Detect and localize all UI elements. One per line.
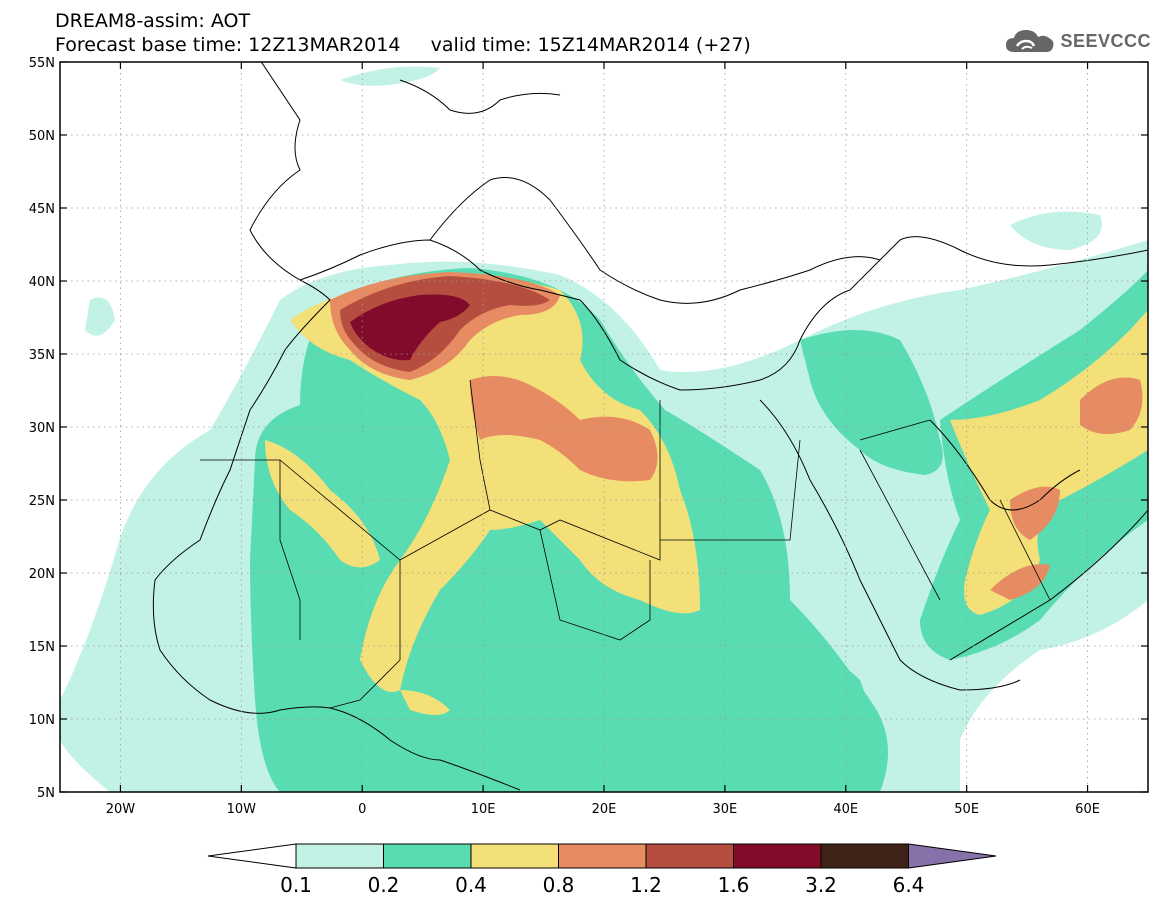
country-borders — [200, 379, 1051, 709]
logo-text: SEEVCCC — [1060, 30, 1151, 51]
aot-colorbar — [207, 843, 997, 869]
lat-tick-label: 20N — [29, 567, 55, 582]
lat-tick-label: 10N — [29, 713, 55, 728]
lon-tick-label: 40E — [833, 802, 858, 817]
lat-tick-label: 50N — [29, 129, 55, 144]
map-title: DREAM8-assim: AOT — [55, 10, 251, 32]
lat-tick-label: 55N — [29, 56, 55, 71]
colorbar-label: 0.2 — [367, 873, 400, 897]
lat-tick-label: 45N — [29, 202, 55, 217]
base-time: Forecast base time: 12Z13MAR2014 — [55, 34, 401, 56]
lon-tick-label: 10W — [227, 802, 257, 817]
aot-band-1.6 — [350, 294, 470, 361]
colorbar-label: 0.8 — [542, 873, 575, 897]
cloud-icon — [1006, 30, 1054, 52]
lon-tick-label: 20W — [106, 802, 136, 817]
map-subtitle: Forecast base time: 12Z13MAR2014 valid t… — [55, 34, 751, 56]
graticule — [60, 62, 1148, 792]
colorbar-under-arrow — [207, 843, 297, 869]
coastlines — [152, 62, 1148, 791]
seevccc-logo: SEEVCCC — [1004, 26, 1151, 56]
axis-ticks — [60, 61, 1148, 793]
lon-tick-label: 20E — [592, 802, 617, 817]
colorbar-label: 6.4 — [892, 873, 925, 897]
lat-tick-label: 15N — [29, 640, 55, 655]
lon-tick-label: 60E — [1075, 802, 1100, 817]
axis-tick-labels: 55N 50N 45N 40N 35N 30N 25N 20N 15N 10N 5N 20W 10W 0 1… — [29, 56, 1100, 817]
aot-fields — [60, 66, 1148, 792]
lon-tick-label: 50E — [954, 802, 979, 817]
colorbar-label: 0.4 — [455, 873, 487, 897]
colorbar-swatch — [733, 843, 822, 869]
lon-tick-label: 10E — [471, 802, 496, 817]
colorbar-over-arrow — [908, 843, 997, 869]
colorbar-swatch — [558, 843, 647, 869]
colorbar-label: 1.6 — [717, 873, 750, 897]
colorbar-label: 3.2 — [805, 873, 837, 897]
colorbar-swatch — [470, 843, 559, 869]
colorbar-label: 0.1 — [280, 873, 312, 897]
lat-tick-label: 5N — [37, 786, 55, 801]
colorbar-swatch — [295, 843, 384, 869]
lat-tick-label: 35N — [29, 348, 55, 363]
colorbar-label: 1.2 — [630, 873, 662, 897]
lat-tick-label: 40N — [29, 275, 55, 290]
lon-tick-label: 0 — [358, 802, 366, 817]
lat-tick-label: 25N — [29, 494, 55, 509]
valid-time: valid time: 15Z14MAR2014 (+27) — [430, 34, 751, 56]
colorbar-swatch — [383, 843, 472, 869]
colorbar-swatch — [645, 843, 734, 869]
colorbar-swatch — [820, 843, 909, 869]
lat-tick-label: 30N — [29, 421, 55, 436]
lon-tick-label: 30E — [713, 802, 738, 817]
